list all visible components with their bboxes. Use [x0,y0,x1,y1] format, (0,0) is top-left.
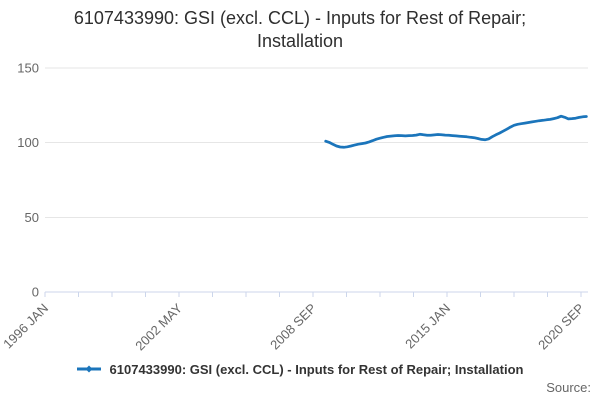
x-axis-label: 2002 MAY [132,300,185,353]
chart-title-line2: Installation [256,31,344,51]
series-line[interactable] [324,114,588,149]
y-axis-label: 0 [32,285,39,300]
legend-item[interactable]: 6107433990: GSI (excl. CCL) - Inputs for… [0,359,600,379]
x-axis-label: 2008 SEP [267,301,319,353]
y-axis-label: 50 [25,210,39,225]
x-axis [44,291,588,297]
gridlines [45,67,588,218]
chart-title: 6107433990: GSI (excl. CCL) - Inputs for… [0,7,600,53]
plot-area: 0 50 100 150 1996 JAN 2002 MAY 2008 SEP 2015 J… [0,61,588,353]
legend-label: 6107433990: GSI (excl. CCL) - Inputs for… [109,361,524,377]
source-text: Source: [546,380,591,395]
y-axis-labels: 0 50 100 150 [17,61,39,300]
x-axis-label: 1996 JAN [0,301,51,352]
x-axis-label: 2015 JAN [402,301,453,352]
legend-line-marker-icon [76,365,101,373]
x-axis-labels: 1996 JAN 2002 MAY 2008 SEP 2015 JAN 2020 SEP [0,300,587,353]
chart-title-line1: 6107433990: GSI (excl. CCL) - Inputs for… [73,8,527,28]
y-axis-label: 100 [17,135,39,150]
y-axis-label: 150 [17,61,39,76]
x-axis-label: 2020 SEP [535,301,587,353]
